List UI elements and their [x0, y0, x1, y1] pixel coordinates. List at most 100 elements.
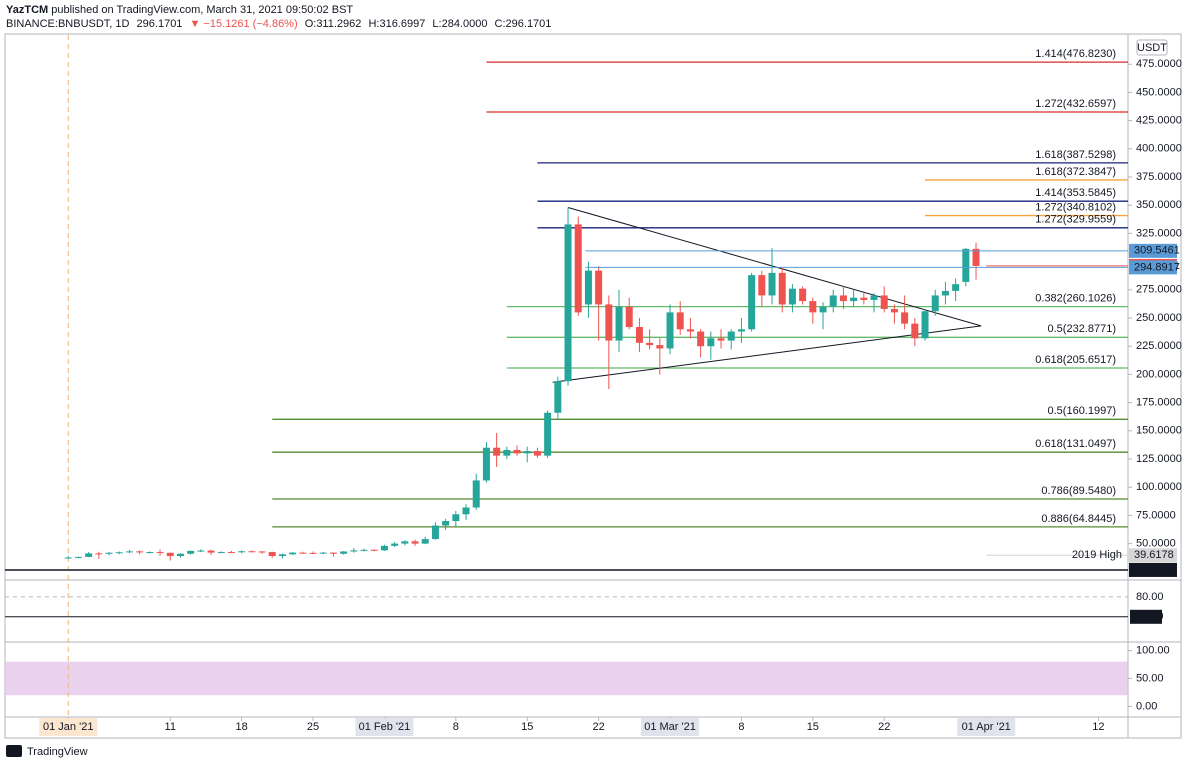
candle-body	[207, 550, 215, 553]
stoch-tick-label: 0.00	[1136, 700, 1157, 712]
candle-body	[533, 451, 541, 456]
price-tag-name: 2019 High	[1072, 549, 1122, 561]
fib-label: 0.886(64.8445)	[1041, 513, 1116, 525]
fib-label: 0.618(205.6517)	[1035, 354, 1116, 366]
price-tag-label: 309.5461	[1134, 245, 1180, 257]
candle-body	[686, 329, 694, 332]
candle-body	[115, 552, 123, 554]
candle-body	[748, 275, 756, 330]
candle-body	[268, 552, 276, 557]
candle-body	[564, 224, 572, 382]
candle-body	[625, 306, 633, 328]
x-tick-label: 01 Feb '21	[359, 721, 411, 733]
candle-body	[513, 449, 521, 454]
y-tick-label: 475.0000	[1136, 58, 1182, 70]
fib-label: 0.5(160.1997)	[1048, 405, 1117, 417]
price-tag	[1129, 562, 1177, 577]
candle-body	[666, 312, 674, 349]
y-tick-label: 250.0000	[1136, 312, 1182, 324]
x-tick-label: 01 Jan '21	[43, 721, 93, 733]
candle-body	[860, 297, 868, 300]
candle-body	[482, 447, 490, 481]
y-tick-label: 125.0000	[1136, 453, 1182, 465]
candle-body	[839, 295, 847, 302]
candle-body	[299, 552, 307, 554]
candle-body	[809, 301, 817, 313]
x-tick-label: 12	[1092, 721, 1104, 733]
candle-body	[799, 288, 807, 302]
price-tag-label: 294.8917	[1134, 261, 1180, 273]
y-tick-label: 425.0000	[1136, 115, 1182, 127]
candle-body	[248, 551, 256, 553]
candle-body	[850, 297, 858, 302]
price-tag	[1129, 260, 1177, 275]
candle-body	[635, 327, 643, 343]
candle-body	[697, 331, 705, 347]
high: H:316.6997	[368, 18, 425, 30]
x-tick-label: 8	[738, 721, 744, 733]
candle-body	[707, 338, 715, 347]
fib-label: 1.272(432.6597)	[1035, 98, 1116, 110]
candle-body	[819, 306, 827, 313]
stoch-band	[5, 661, 1128, 696]
candle-body	[452, 514, 460, 522]
rsi-tick-label: 80.00	[1136, 591, 1164, 603]
candle-body	[370, 549, 378, 551]
candle-body	[95, 553, 103, 555]
candle-body	[350, 550, 358, 552]
y-tick-label: 200.0000	[1136, 368, 1182, 380]
y-tick-label: 75.0000	[1136, 509, 1176, 521]
published: published on TradingView.com, March 31, …	[51, 4, 353, 16]
y-tick-label: 100.0000	[1136, 481, 1182, 493]
low: L:284.0000	[432, 18, 487, 30]
candle-body	[431, 525, 439, 540]
candle-body	[901, 312, 909, 324]
x-tick-label: 22	[593, 721, 605, 733]
candle-body	[941, 290, 949, 296]
candle-body	[462, 507, 470, 515]
candle-body	[421, 539, 429, 544]
x-tick-label: 8	[453, 721, 459, 733]
price-tag	[1129, 243, 1177, 258]
x-tick-label: 01 Apr '21	[962, 721, 1011, 733]
candle-body	[952, 284, 960, 291]
x-tick-label: 25	[307, 721, 319, 733]
candle-body	[217, 552, 225, 554]
candle-body	[401, 541, 409, 544]
price-tag	[1129, 548, 1177, 563]
candle-body	[778, 272, 786, 305]
candle-body	[64, 557, 72, 559]
footer-brand: TradingView	[27, 746, 88, 758]
author: YazTCM	[6, 4, 48, 16]
candle-body	[493, 447, 501, 456]
open: O:311.2962	[305, 18, 362, 30]
candle-body	[176, 553, 184, 557]
candle-body	[717, 338, 725, 341]
candle-body	[595, 270, 603, 305]
price: 296.1701	[137, 18, 183, 30]
candle-body	[758, 275, 766, 296]
x-tick-label: 15	[807, 721, 819, 733]
y-tick-label: 325.0000	[1136, 227, 1182, 239]
change: ▼ −15.1261 (−4.86%)	[190, 18, 298, 30]
candle-body	[258, 551, 266, 553]
currency-box	[1136, 39, 1168, 56]
trendline	[552, 325, 982, 383]
x-tick-label: 18	[236, 721, 248, 733]
x-tick-label: 15	[521, 721, 533, 733]
candle-body	[166, 552, 174, 557]
rsi-label-box	[1130, 609, 1162, 624]
fib-label: 0.786(89.5480)	[1041, 485, 1116, 497]
candle-body	[227, 552, 235, 554]
candle-body	[788, 288, 796, 305]
frame	[4, 33, 1182, 739]
x-label-box	[641, 718, 700, 736]
x-label-box	[355, 718, 414, 736]
candle-body	[278, 554, 286, 557]
candle-body	[574, 224, 582, 313]
candle-body	[646, 342, 654, 346]
x-label-box	[39, 718, 98, 736]
candle-body	[319, 552, 327, 554]
y-tick-label: 175.0000	[1136, 397, 1182, 409]
